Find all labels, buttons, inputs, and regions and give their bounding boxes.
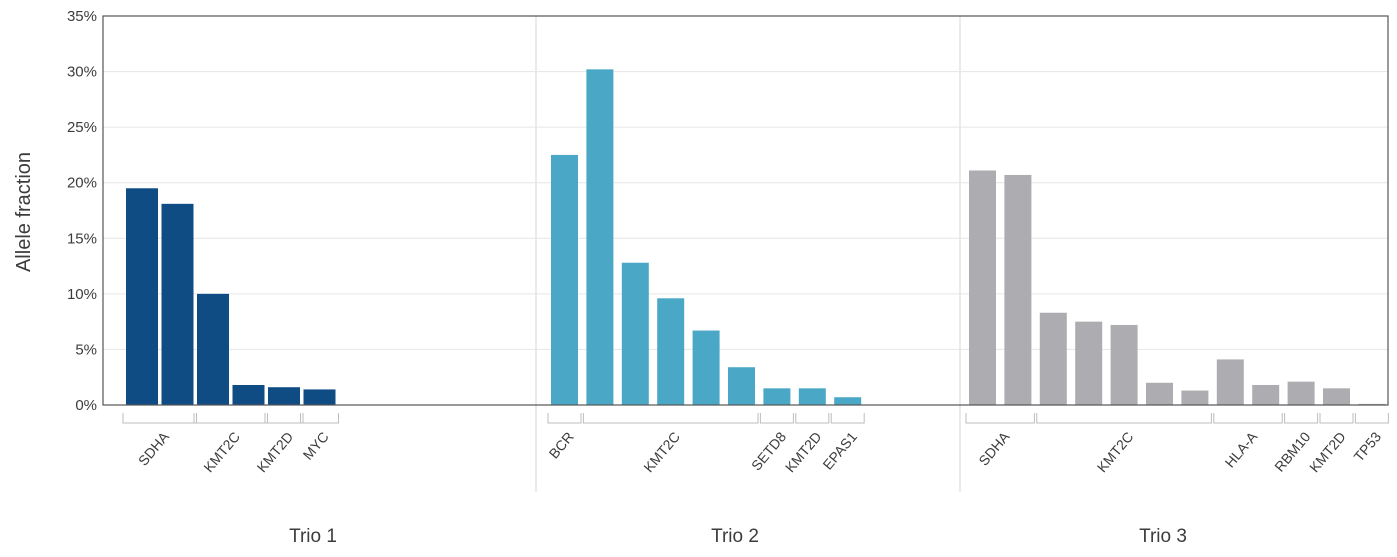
bar [1252, 384, 1280, 405]
gene-bracket [193, 413, 268, 424]
group-label: Trio 1 [289, 526, 337, 547]
bar [586, 69, 614, 405]
bar [1287, 381, 1315, 405]
gene-bracket [264, 413, 304, 424]
bar [1181, 390, 1209, 405]
y-tick-label: 35% [67, 8, 97, 25]
gene-label: KMT2D [254, 429, 297, 476]
gene-bracket [300, 413, 339, 424]
gene-label: HLA-A [1222, 428, 1261, 470]
bar [551, 154, 578, 405]
plot-frame [102, 15, 1389, 406]
bar [728, 367, 755, 405]
gene-label: KMT2C [200, 429, 243, 476]
gene-label: SDHA [975, 428, 1013, 469]
bar [1323, 388, 1350, 405]
bar [1146, 382, 1173, 405]
group-separators [535, 16, 961, 492]
gene-label: KMT2C [640, 429, 683, 476]
y-tick-label: 5% [75, 341, 97, 358]
gene-bracket [830, 413, 865, 424]
gene-bracket [547, 413, 582, 424]
gene-bracket [1319, 413, 1354, 424]
gene-bracket [122, 413, 197, 424]
bar [1004, 174, 1032, 405]
gene-label: KMT2D [1306, 429, 1349, 476]
bar [232, 384, 265, 405]
group-label: Trio 2 [711, 526, 759, 547]
gene-bracket [1213, 413, 1283, 424]
gene-label: SDHA [135, 428, 173, 469]
gene-bracket [1284, 413, 1319, 424]
y-tick-label: 10% [67, 286, 97, 303]
bar [763, 388, 791, 405]
y-tick-label: 25% [67, 119, 97, 136]
bar [692, 330, 720, 405]
bar [798, 388, 826, 405]
gene-label: KMT2D [782, 429, 825, 476]
bar [1075, 321, 1103, 405]
bar [1216, 359, 1244, 405]
gene-label: TP53 [1350, 428, 1384, 464]
gene-label: BCR [546, 429, 577, 462]
gene-label: KMT2C [1094, 429, 1137, 476]
gene-bracket [582, 413, 759, 424]
y-tick-label: 15% [67, 230, 97, 247]
bar [161, 203, 194, 405]
gene-label: RBM10 [1271, 428, 1313, 474]
bar [969, 170, 996, 405]
bar [303, 389, 336, 405]
bar [834, 397, 862, 405]
gene-bracket [795, 413, 830, 424]
y-tick-label: 20% [67, 175, 97, 192]
bar [621, 262, 649, 405]
bar [657, 298, 685, 405]
bars [126, 69, 1386, 405]
bar [1039, 312, 1067, 405]
bar [126, 188, 158, 405]
gene-bracket [1354, 413, 1389, 424]
y-tick-label: 0% [75, 397, 97, 414]
gene-label: EPAS1 [819, 428, 860, 472]
bar [1110, 324, 1138, 405]
labels: 0%5%10%15%20%25%30%35%SDHA KMT2C KMT2D MYCT… [67, 8, 1384, 547]
grid-layer [103, 71, 1388, 350]
axes [102, 15, 1389, 406]
gene-label: MYC [300, 429, 332, 463]
gene-bracket [1036, 413, 1212, 424]
bar [268, 387, 300, 405]
y-tick-label: 30% [67, 64, 97, 81]
bar [197, 293, 229, 405]
gene-bracket [759, 413, 794, 424]
gene-bracket [965, 413, 1035, 424]
gene-brackets [122, 413, 1389, 424]
group-label: Trio 3 [1139, 526, 1187, 547]
y-axis-label: Allele fraction [13, 152, 35, 272]
